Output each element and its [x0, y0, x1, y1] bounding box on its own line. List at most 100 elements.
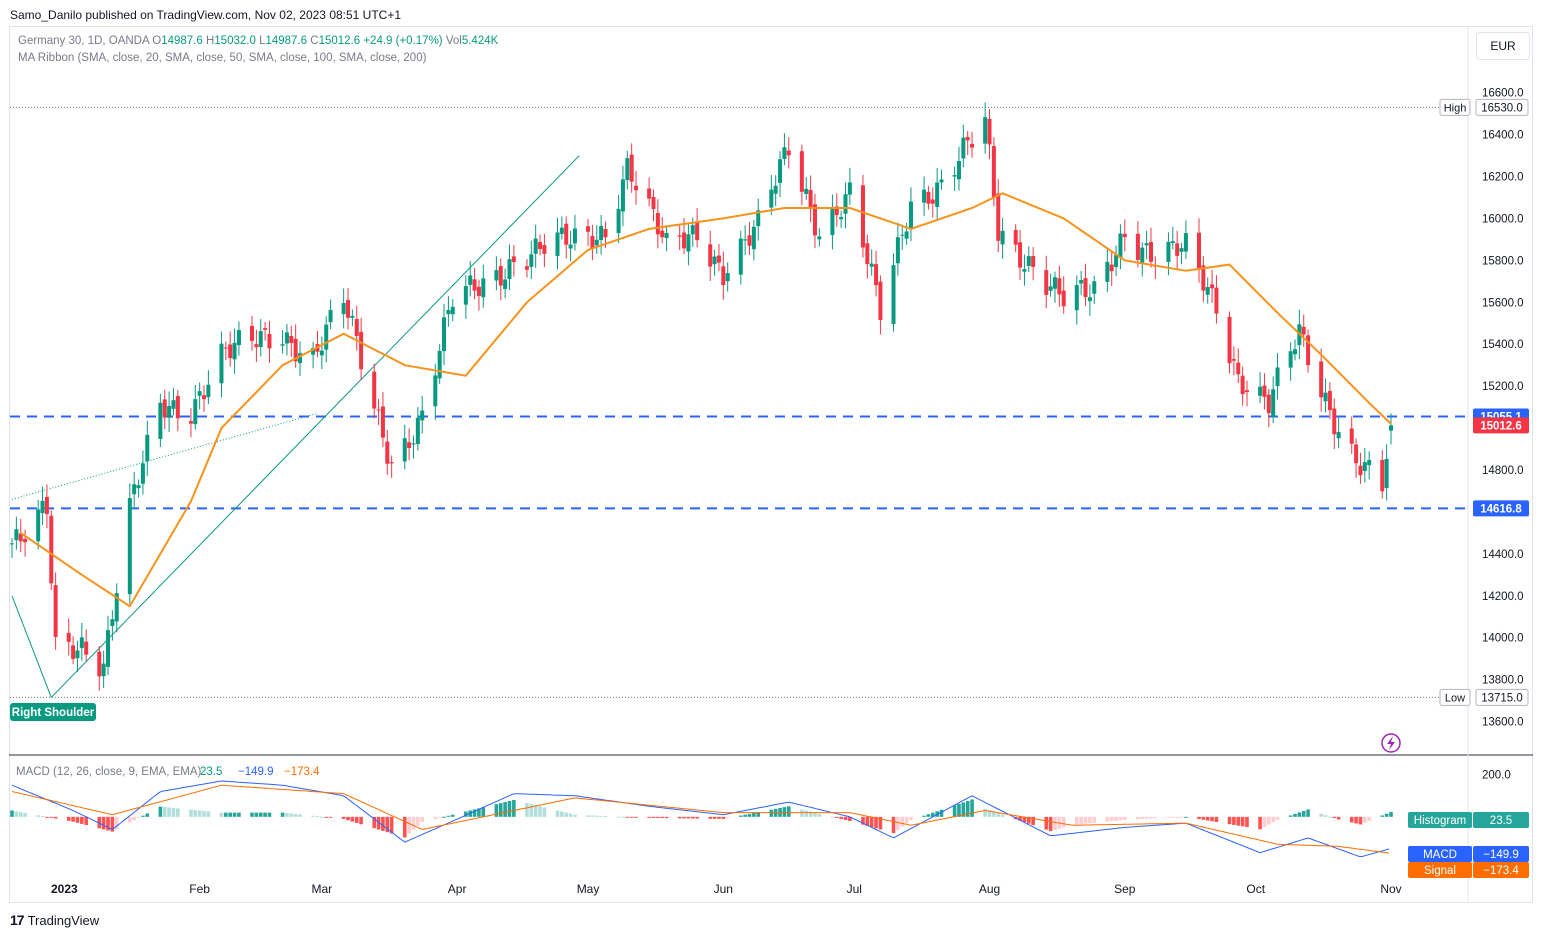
histogram-bar [1306, 809, 1310, 817]
histogram-bar [53, 816, 58, 819]
histogram-bar [167, 807, 171, 817]
candle-body [756, 210, 761, 227]
histogram-bar [769, 809, 774, 817]
candle-body [708, 244, 713, 267]
candle-body [778, 159, 783, 183]
histogram-bar [1083, 816, 1088, 824]
histogram-bar [254, 812, 259, 817]
candle-body [267, 333, 272, 349]
candle-body [79, 637, 84, 648]
pattern-trendline [11, 412, 318, 500]
histogram-bar [896, 816, 900, 830]
histogram-bar [472, 809, 477, 817]
histogram-bar [1332, 816, 1337, 819]
histogram-bar [1197, 816, 1201, 820]
histogram-bar [647, 816, 651, 818]
histogram-bar [525, 803, 529, 817]
ohlc-h-label: H [205, 35, 215, 47]
histogram-bar [354, 816, 359, 823]
candle-body [1135, 233, 1140, 260]
histogram-bar [996, 813, 1001, 817]
candle-body [380, 406, 385, 438]
histogram-bar [861, 816, 865, 825]
candle-body [860, 185, 865, 248]
histogram-bar [1349, 816, 1354, 823]
price-tick-label: 16000.0 [1482, 213, 1524, 225]
low-tag: Low 13715.0 [1439, 688, 1529, 706]
candle-body [1183, 233, 1188, 252]
histogram-bar [162, 807, 167, 817]
histogram-bar [1079, 816, 1083, 825]
price-tick-label: 13600.0 [1482, 717, 1524, 729]
candle-body [751, 226, 756, 250]
candle-body [1301, 326, 1306, 335]
histogram-bar [411, 816, 416, 830]
histogram-bar [202, 810, 206, 817]
candle-body [1227, 316, 1232, 364]
macd-legend-signal: −173.4 [284, 766, 320, 778]
histogram-bar [450, 814, 455, 817]
histogram-bar [141, 815, 145, 817]
histogram-bar [560, 811, 564, 817]
histogram-bar [114, 816, 119, 830]
candle-body [1306, 335, 1311, 366]
candle-body [1118, 233, 1123, 258]
candle-body [385, 441, 390, 464]
price-tick-label: 15800.0 [1482, 255, 1524, 267]
candle-body [572, 228, 577, 244]
candle-body [747, 235, 752, 246]
histogram-bar [712, 816, 717, 819]
histogram-bar [298, 814, 302, 817]
candle-body [690, 225, 695, 235]
candle-body [1061, 290, 1066, 307]
candle-body [66, 632, 71, 642]
candle-body [463, 286, 468, 305]
candle-body [202, 395, 207, 400]
candle-body [507, 259, 512, 280]
chart-frame [9, 26, 1533, 903]
histogram-bar [128, 816, 132, 823]
candle-body [206, 384, 211, 398]
histogram-bar [1179, 816, 1184, 818]
symbol-name[interactable]: Germany 30, 1D, OANDA [18, 35, 150, 47]
histogram-bar [874, 816, 878, 829]
candle-body [1367, 459, 1372, 466]
ohlc-l-value: 14987.6 [265, 35, 308, 47]
candle-body [555, 232, 560, 256]
ohlc-l-label: L [259, 35, 266, 47]
signal-tag: Signal −173.4 [1408, 862, 1529, 878]
candle-body [450, 306, 455, 315]
currency-button[interactable]: EUR [1476, 32, 1530, 60]
x-tick-label: Apr [448, 882, 467, 896]
histogram-bar [1000, 814, 1005, 817]
candle-body [529, 254, 534, 267]
x-tick-label: Sep [1114, 882, 1136, 896]
candle-body [442, 317, 447, 352]
histogram-bar [228, 812, 232, 817]
histogram-bar [590, 815, 595, 817]
histogram-bar [1240, 816, 1245, 827]
lightning-icon-bolt [1387, 736, 1395, 750]
x-tick-label: Nov [1380, 882, 1401, 896]
x-tick-label: Mar [312, 882, 333, 896]
macd-tick-label: 200.0 [1482, 770, 1511, 782]
histogram-bar [1149, 816, 1153, 819]
histogram-bar [869, 816, 874, 828]
candle-body [136, 485, 141, 489]
candle-body [603, 229, 608, 238]
candle-body [647, 188, 652, 199]
histogram-bar [1074, 816, 1079, 825]
price-tick-label: 16200.0 [1482, 172, 1524, 184]
histogram-bar [987, 810, 992, 817]
candle-body [468, 275, 473, 285]
candle-body [961, 137, 966, 159]
candle-body [1288, 351, 1293, 368]
candle-body [18, 533, 23, 542]
indicator-legend[interactable]: MA Ribbon (SMA, close, 20, SMA, close, 5… [18, 52, 427, 64]
histogram-bar [267, 812, 272, 817]
candle-body [956, 160, 961, 180]
candle-body [1109, 264, 1114, 272]
histogram-bar [1358, 816, 1363, 825]
histogram-bar [1323, 815, 1328, 817]
